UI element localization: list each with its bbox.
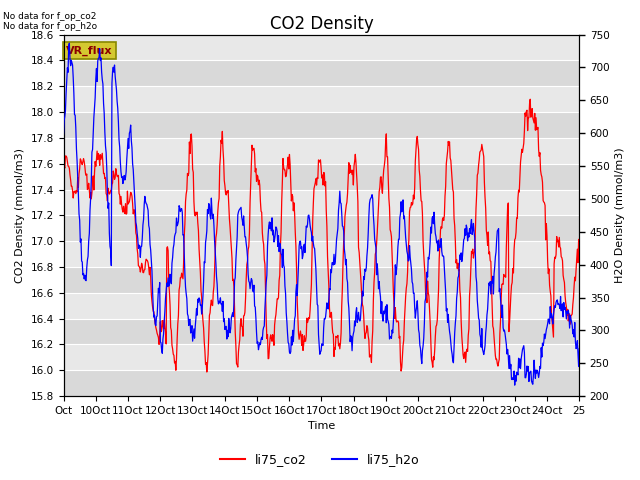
Bar: [63, 370, 579, 396]
Legend: li75_co2, li75_h2o: li75_co2, li75_h2o: [215, 448, 425, 471]
Bar: [63, 267, 579, 293]
X-axis label: Time: Time: [308, 421, 335, 432]
Y-axis label: CO2 Density (mmol/m3): CO2 Density (mmol/m3): [15, 148, 25, 283]
Bar: [63, 112, 579, 138]
Y-axis label: H2O Density (mmol/m3): H2O Density (mmol/m3): [615, 147, 625, 283]
Bar: [63, 319, 579, 345]
Title: CO2 Density: CO2 Density: [269, 15, 373, 33]
Bar: [63, 60, 579, 86]
Bar: [63, 216, 579, 241]
Text: VR_flux: VR_flux: [66, 46, 113, 56]
Bar: [63, 164, 579, 190]
Text: No data for f_op_co2
No data for f_op_h2o: No data for f_op_co2 No data for f_op_h2…: [3, 12, 97, 31]
